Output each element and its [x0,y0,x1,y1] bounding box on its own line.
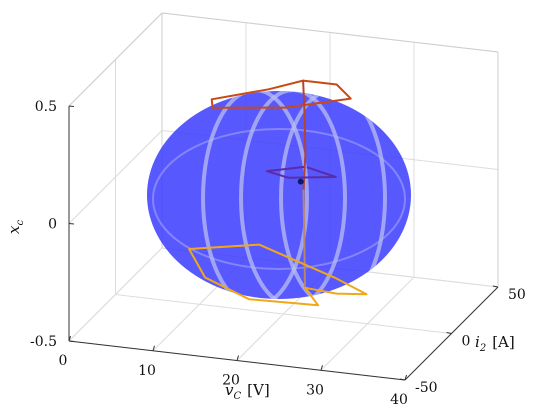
sphere-band [201,91,309,299]
x-tick-mark [404,374,407,381]
series-point [297,178,304,185]
x-tick-mark [320,365,323,371]
sphere-band [279,91,387,299]
y-tick-mark [446,332,452,334]
series-line [265,166,337,179]
series-line [210,79,352,109]
series-line [188,243,368,307]
z-tick-label: 0.5 [35,99,57,115]
x-tick-mark [68,335,71,342]
z-tick-mark [68,105,75,107]
sphere-bands [201,91,387,299]
x-axis-label: vC [V] [225,381,270,402]
sphere-surface [147,91,411,299]
grid-line [115,294,452,334]
x-tick-mark [152,345,155,351]
series-line [302,79,307,192]
y-tick-mark [492,285,499,288]
z-tick-label: -0.5 [30,334,57,350]
y-tick-label: -50 [415,380,438,396]
z-tick-mark [68,340,75,342]
y-tick-mark [399,378,406,381]
x-tick-label: 40 [390,392,408,405]
box-edge [161,12,499,53]
sphere-band [152,128,406,270]
x-tick-label: 20 [222,373,240,389]
trajectory-series [188,79,368,307]
z-tick-label: 0 [48,217,57,233]
x-tick-label: 10 [138,363,156,379]
x-tick-mark [236,355,239,361]
x-tick-label: 30 [306,382,324,398]
series-line [302,189,306,289]
z-tick-mark [68,223,75,225]
x-tick-label: 0 [59,353,68,369]
grid-line [68,130,163,224]
sphere-band [239,91,347,299]
y-tick-label: 50 [508,287,526,303]
z-axis-label: xc [5,220,26,234]
y-tick-label: 0 [462,334,471,350]
box-edge [68,12,163,107]
y-axis-label: i2 [A] [475,333,515,354]
